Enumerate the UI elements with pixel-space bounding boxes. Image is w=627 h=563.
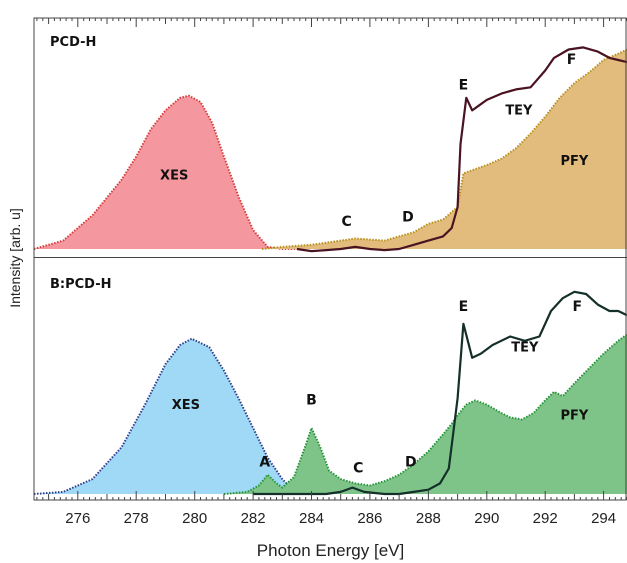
annotation-c: C bbox=[341, 214, 351, 230]
x-tick-label: 288 bbox=[416, 510, 441, 527]
series-xes-edge bbox=[33, 337, 298, 495]
x-tick-label: 284 bbox=[299, 510, 324, 527]
series-pfy-edge bbox=[223, 333, 627, 495]
x-tick-label: 290 bbox=[474, 510, 499, 527]
annotation-c: C bbox=[353, 461, 363, 477]
series-tey-line bbox=[253, 290, 627, 496]
annotation-tey: TEY bbox=[511, 340, 539, 355]
y-axis-label: Intensity [arb. u] bbox=[7, 208, 23, 308]
panel-2: B:PCD-H XES A B C D E TEY F PFY bbox=[33, 277, 627, 496]
x-tick-label: 278 bbox=[124, 510, 149, 527]
annotation-a: A bbox=[259, 454, 270, 470]
panel-1: PCD-H XES C D E TEY F PFY bbox=[33, 35, 627, 253]
annotation-pfy: PFY bbox=[560, 409, 588, 424]
annotation-e: E bbox=[459, 77, 469, 93]
annotation-pfy: PFY bbox=[560, 154, 588, 169]
x-axis-ticks: 276 278 280 282 284 286 288 290 292 294 bbox=[36, 18, 627, 527]
series-xes-area bbox=[34, 338, 297, 494]
series-pfy-area bbox=[261, 49, 627, 249]
annotation-f: F bbox=[567, 52, 577, 68]
annotation-xes: XES bbox=[172, 398, 200, 413]
x-tick-label: 280 bbox=[182, 510, 207, 527]
x-tick-label: 292 bbox=[533, 510, 558, 527]
series-xes-area bbox=[34, 95, 297, 249]
x-axis-label: Photon Energy [eV] bbox=[257, 541, 404, 560]
series-tey-line bbox=[296, 46, 627, 253]
chart-frame bbox=[33, 17, 627, 501]
x-tick-label: 294 bbox=[591, 510, 616, 527]
annotation-xes: XES bbox=[160, 169, 188, 184]
x-tick-label: 282 bbox=[241, 510, 266, 527]
annotation-d: D bbox=[405, 454, 417, 470]
chart-panels: PCD-H XES C D E TEY F PFY B:PCD-H XES A B C D E TEY F PFY bbox=[33, 35, 627, 496]
series-pfy-area bbox=[223, 334, 627, 494]
x-tick-label: 276 bbox=[65, 510, 90, 527]
series-xes-edge bbox=[33, 94, 297, 250]
annotation-tey: TEY bbox=[505, 104, 533, 119]
annotation-e: E bbox=[459, 299, 469, 315]
x-tick-label: 286 bbox=[357, 510, 382, 527]
plot-border bbox=[33, 17, 627, 501]
annotation-b: B bbox=[306, 393, 317, 409]
panel-title: PCD-H bbox=[50, 35, 96, 50]
annotation-f: F bbox=[573, 299, 583, 315]
annotation-d: D bbox=[402, 210, 414, 226]
panel-title: B:PCD-H bbox=[50, 277, 111, 292]
